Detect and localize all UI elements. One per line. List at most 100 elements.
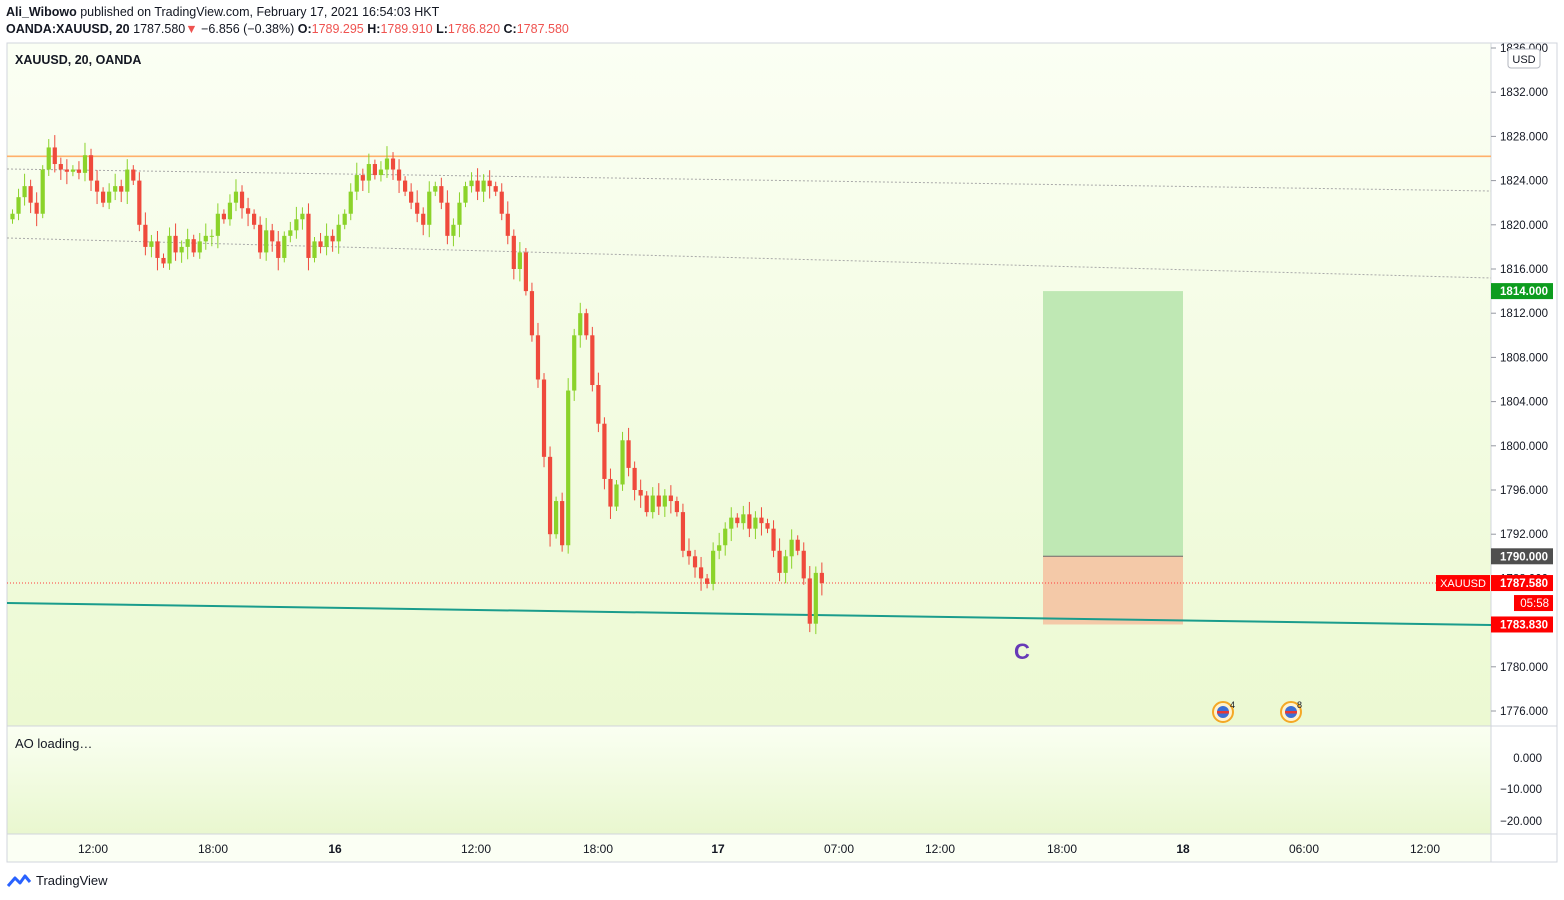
candle[interactable]	[620, 431, 625, 491]
candle[interactable]	[179, 240, 184, 263]
candle[interactable]	[753, 511, 758, 540]
candle[interactable]	[330, 229, 335, 252]
candle[interactable]	[252, 209, 257, 230]
candle[interactable]	[70, 165, 75, 177]
candle[interactable]	[674, 496, 679, 517]
currency-badge[interactable]	[1507, 48, 1541, 69]
candle[interactable]	[46, 139, 51, 176]
candle[interactable]	[765, 518, 770, 534]
target-zone[interactable]	[1043, 291, 1183, 557]
candle[interactable]	[161, 253, 166, 268]
candle[interactable]	[348, 183, 353, 221]
candle[interactable]	[76, 161, 82, 180]
candle[interactable]	[777, 538, 782, 582]
candle[interactable]	[433, 181, 438, 197]
candle[interactable]	[34, 192, 39, 227]
candle[interactable]	[451, 218, 456, 247]
candle[interactable]	[705, 573, 710, 589]
candle[interactable]	[692, 549, 698, 578]
candle[interactable]	[264, 217, 269, 261]
candle[interactable]	[245, 197, 251, 227]
candle[interactable]	[52, 135, 57, 173]
candle[interactable]	[801, 542, 806, 585]
candle[interactable]	[366, 153, 371, 193]
candle[interactable]	[638, 479, 643, 508]
candle[interactable]	[378, 161, 384, 182]
candle[interactable]	[233, 179, 239, 212]
candle[interactable]	[747, 501, 752, 538]
candle[interactable]	[523, 248, 528, 296]
candle[interactable]	[511, 229, 516, 280]
candle[interactable]	[795, 535, 800, 556]
candle[interactable]	[566, 378, 571, 554]
candle[interactable]	[22, 173, 27, 206]
candle[interactable]	[197, 232, 202, 259]
candle[interactable]	[125, 159, 130, 205]
candle[interactable]	[409, 183, 414, 210]
candle[interactable]	[493, 181, 498, 197]
candle[interactable]	[191, 234, 196, 257]
candle[interactable]	[40, 165, 45, 219]
candle[interactable]	[221, 209, 226, 224]
candle[interactable]	[572, 328, 577, 401]
candle[interactable]	[626, 427, 631, 477]
candle[interactable]	[547, 446, 553, 547]
candle[interactable]	[131, 165, 136, 186]
candle[interactable]	[608, 468, 613, 519]
candle[interactable]	[306, 203, 311, 271]
candle[interactable]	[258, 216, 263, 259]
candle[interactable]	[312, 236, 317, 263]
candle[interactable]	[711, 542, 716, 591]
candle[interactable]	[560, 492, 565, 552]
candle[interactable]	[354, 162, 359, 201]
candle[interactable]	[270, 223, 275, 252]
candle[interactable]	[239, 185, 245, 219]
candle[interactable]	[668, 485, 673, 514]
candle[interactable]	[360, 168, 365, 191]
candle[interactable]	[318, 232, 323, 254]
candle[interactable]	[209, 229, 214, 247]
upper-channel-line[interactable]	[6, 168, 1492, 192]
candle[interactable]	[729, 507, 734, 542]
candle[interactable]	[505, 201, 510, 245]
candle[interactable]	[390, 152, 396, 180]
candle[interactable]	[149, 234, 154, 258]
candle[interactable]	[614, 480, 619, 511]
candle[interactable]	[384, 146, 390, 178]
candle[interactable]	[541, 373, 547, 468]
candle[interactable]	[535, 322, 541, 388]
stop-zone[interactable]	[1043, 556, 1183, 625]
candle[interactable]	[457, 192, 462, 238]
candle[interactable]	[662, 489, 667, 517]
candle[interactable]	[656, 483, 661, 515]
candle[interactable]	[644, 491, 649, 517]
candle[interactable]	[813, 566, 818, 635]
candle[interactable]	[759, 507, 764, 536]
candle[interactable]	[499, 183, 504, 221]
support-trendline[interactable]	[6, 602, 1492, 626]
candle[interactable]	[789, 529, 794, 569]
candle[interactable]	[463, 181, 468, 208]
candle[interactable]	[28, 179, 33, 214]
us-flag-icon[interactable]: 4	[1212, 700, 1235, 723]
candle[interactable]	[167, 227, 172, 270]
candle[interactable]	[137, 172, 142, 232]
candle[interactable]	[324, 223, 329, 256]
candle[interactable]	[771, 520, 776, 558]
candle[interactable]	[723, 522, 728, 556]
candle[interactable]	[282, 231, 287, 263]
candle[interactable]	[596, 372, 601, 433]
candle[interactable]	[517, 242, 522, 282]
candle[interactable]	[64, 159, 69, 185]
candle[interactable]	[439, 177, 444, 210]
candle[interactable]	[107, 183, 112, 210]
candle[interactable]	[336, 214, 341, 254]
lower-channel-line[interactable]	[6, 237, 1492, 279]
candle[interactable]	[445, 190, 450, 245]
candle[interactable]	[58, 157, 63, 180]
author-name[interactable]: Ali_Wibowo	[6, 5, 77, 19]
candle[interactable]	[602, 417, 607, 490]
candle[interactable]	[529, 282, 535, 342]
candle[interactable]	[342, 209, 347, 230]
